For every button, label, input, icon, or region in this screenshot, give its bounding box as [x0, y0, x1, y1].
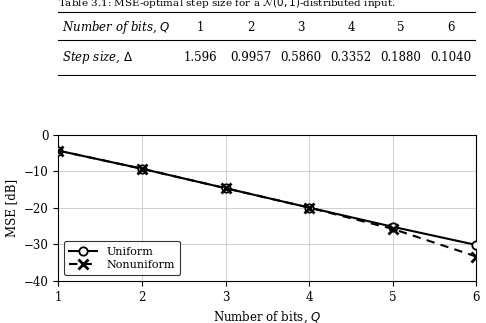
Nonuniform	[473, 255, 479, 258]
Text: 1.596: 1.596	[184, 51, 217, 64]
Text: 2: 2	[247, 21, 254, 34]
Text: 5: 5	[397, 21, 405, 34]
Text: 4: 4	[347, 21, 355, 34]
Uniform	[473, 243, 479, 247]
Uniform	[223, 186, 228, 190]
Nonuniform	[139, 167, 145, 171]
Text: Number of bits, $Q$: Number of bits, $Q$	[63, 19, 171, 36]
Text: 3: 3	[297, 21, 305, 34]
Text: 0.3352: 0.3352	[330, 51, 371, 64]
Text: Table 3.1: MSE-optimal step size for a $\mathcal{N}(0,1)$-distributed input.: Table 3.1: MSE-optimal step size for a $…	[58, 0, 396, 9]
Text: 0.9957: 0.9957	[230, 51, 271, 64]
Nonuniform	[306, 206, 312, 210]
Uniform	[139, 167, 145, 171]
Nonuniform	[390, 227, 396, 231]
Y-axis label: MSE [dB]: MSE [dB]	[5, 179, 18, 237]
Text: 0.5860: 0.5860	[280, 51, 321, 64]
Line: Uniform: Uniform	[54, 146, 481, 249]
Nonuniform	[223, 186, 228, 190]
Uniform	[390, 225, 396, 229]
Text: 6: 6	[448, 21, 455, 34]
Text: 0.1880: 0.1880	[381, 51, 421, 64]
Legend: Uniform, Nonuniform: Uniform, Nonuniform	[64, 241, 180, 276]
Line: Nonuniform: Nonuniform	[53, 146, 481, 261]
Uniform	[306, 206, 312, 210]
Nonuniform	[55, 149, 61, 152]
Text: 1: 1	[197, 21, 204, 34]
Uniform	[55, 149, 61, 152]
Text: Step size, $\Delta$: Step size, $\Delta$	[63, 49, 134, 66]
Text: 0.1040: 0.1040	[431, 51, 472, 64]
X-axis label: Number of bits, $Q$: Number of bits, $Q$	[213, 309, 321, 323]
